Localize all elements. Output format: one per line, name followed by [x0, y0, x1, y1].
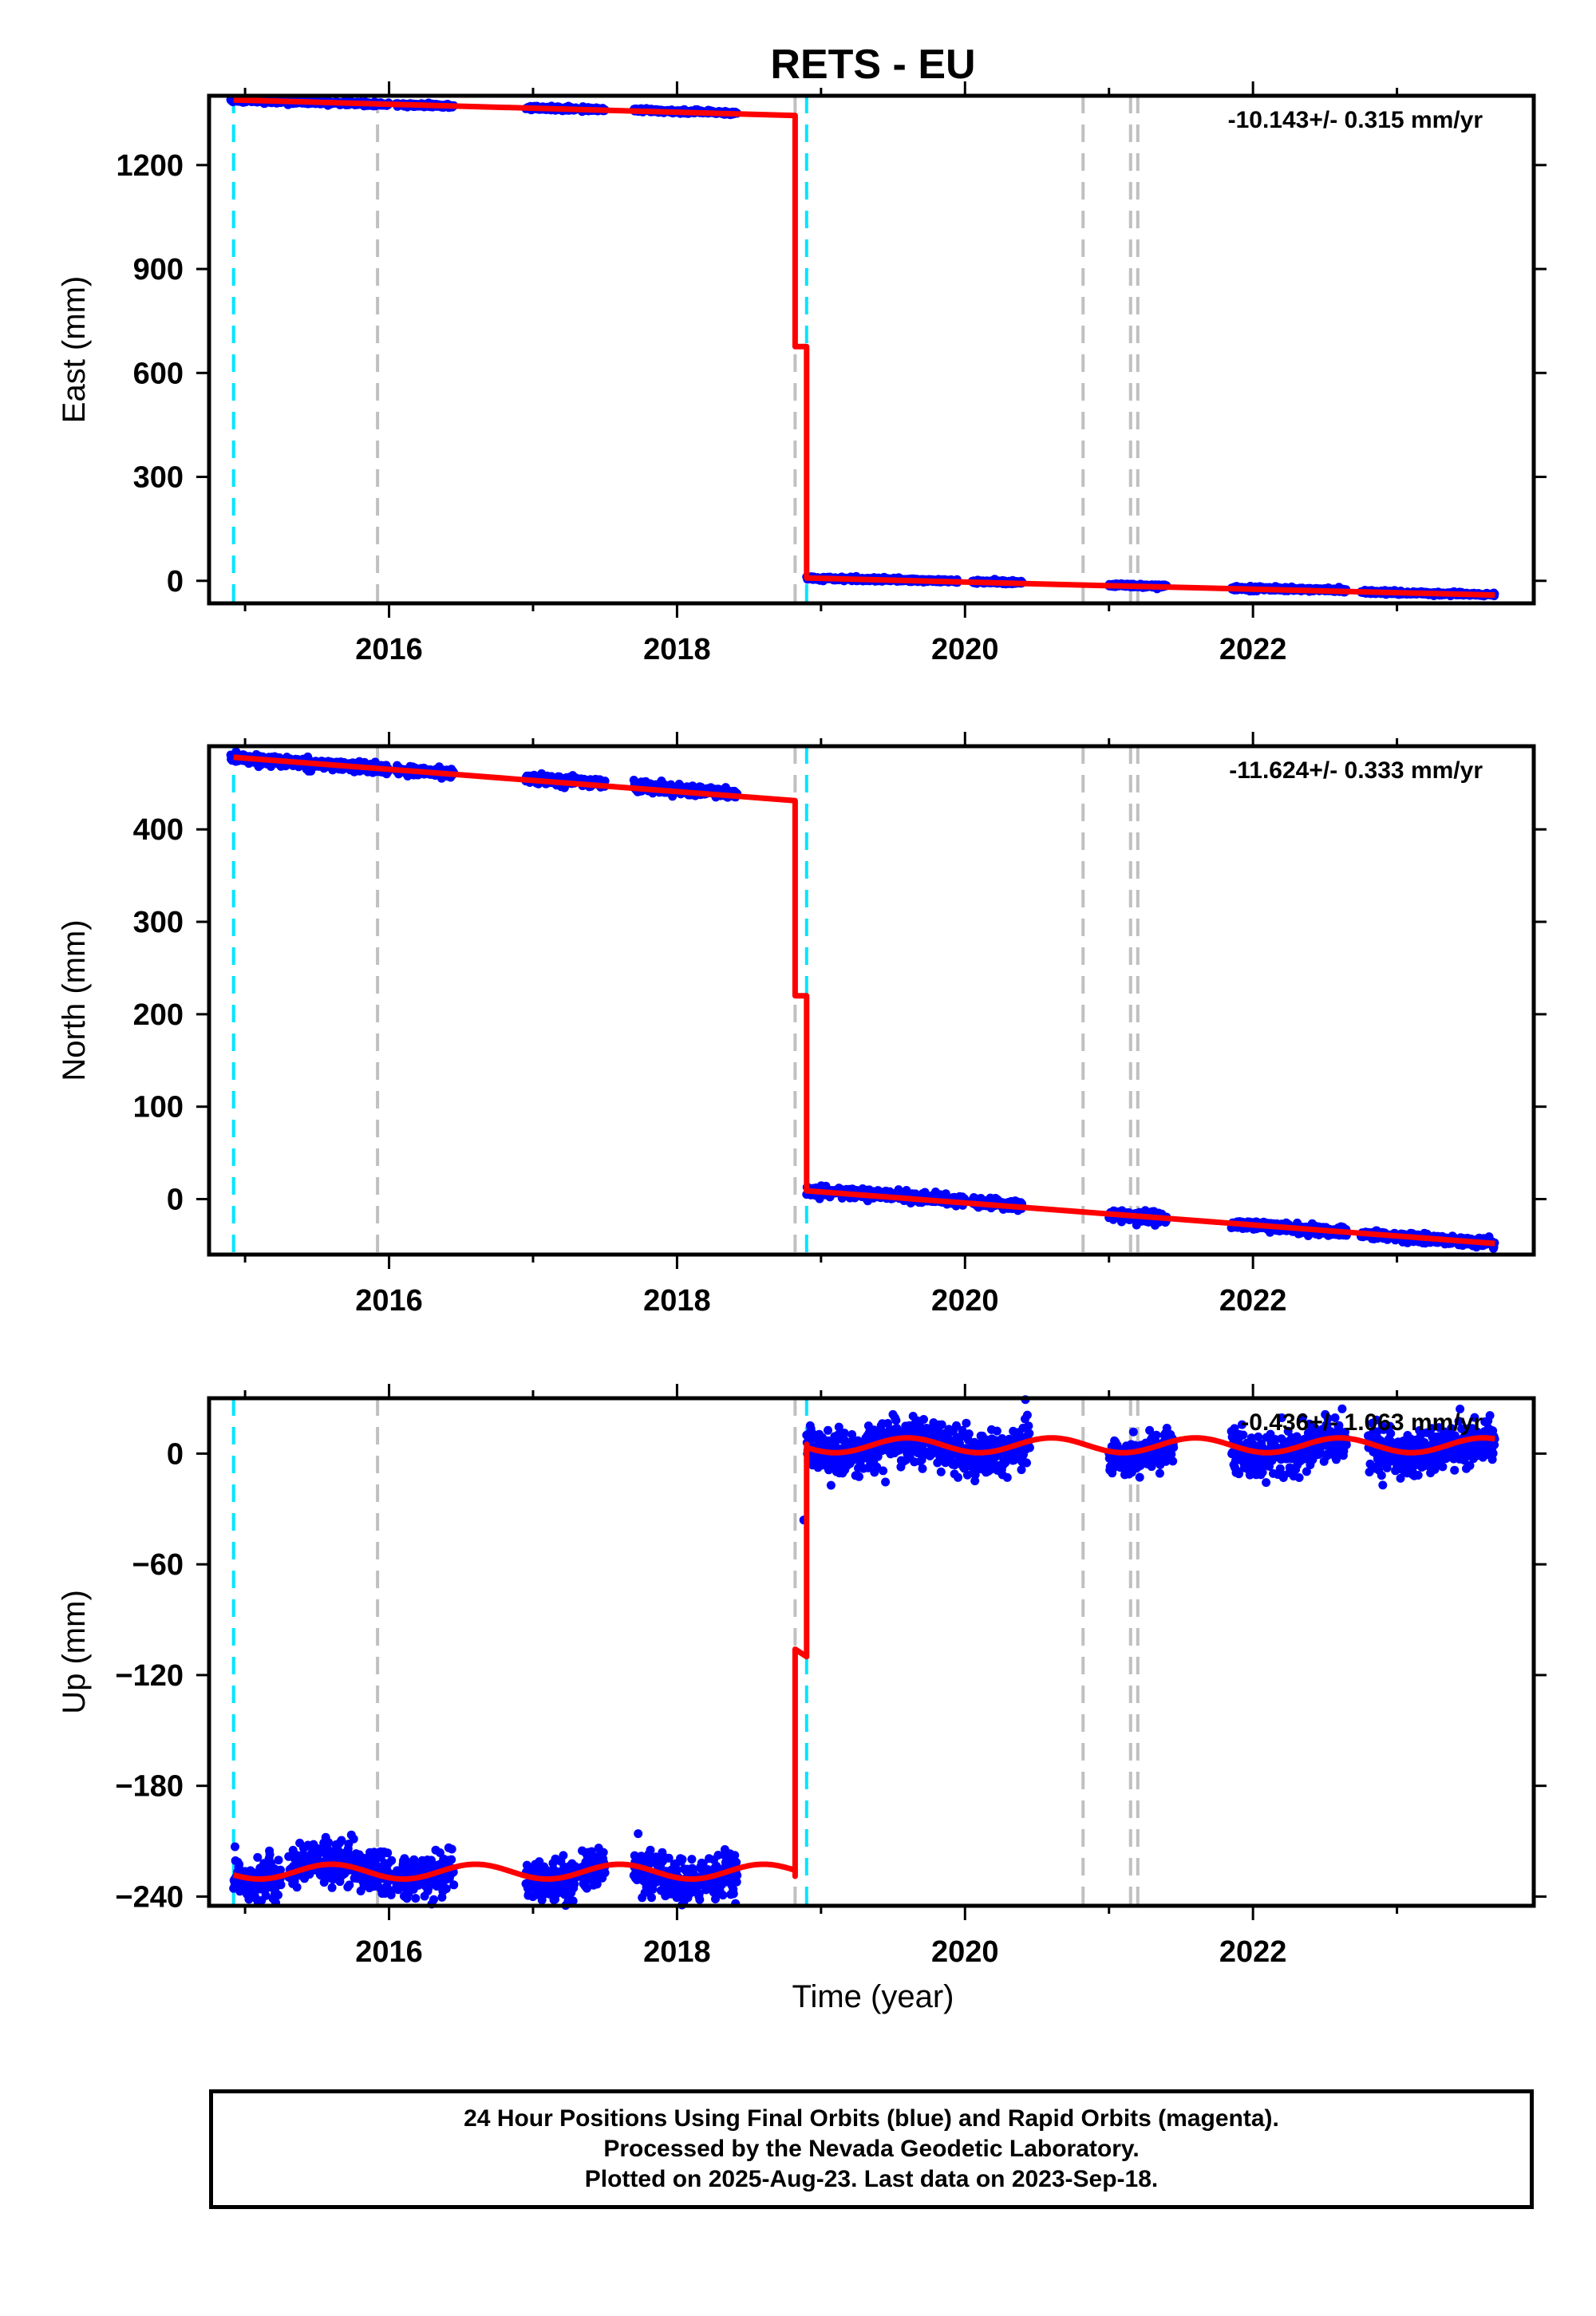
y-tick-label: 0	[167, 1184, 184, 1217]
plot-frame	[207, 744, 1536, 1257]
chart-title: RETS - EU	[770, 41, 975, 88]
y-tick-label: 400	[133, 813, 184, 847]
x-tick-label: 2018	[643, 1284, 711, 1318]
y-tick-label: 0	[167, 565, 184, 599]
y-tick-label: 900	[133, 253, 184, 287]
plot-frame	[207, 93, 1536, 606]
data-point	[276, 1865, 285, 1875]
data-point	[292, 1883, 302, 1892]
panel-east: 2016 2018 2020 2022 0 300 600 900 1200 East (mm) -…	[57, 81, 1547, 666]
model-fit-line	[233, 754, 1495, 1247]
x-axis-label: Time (year)	[792, 1979, 954, 2014]
y-tick-label: 300	[133, 906, 184, 939]
y-tick-label: 100	[133, 1091, 184, 1124]
data-point	[345, 1880, 354, 1890]
data-point	[253, 1852, 263, 1862]
panel-north: 2016 2018 2020 2022 0 100 200 300 400 North (mm) -…	[57, 732, 1547, 1318]
y-tick-label: 300	[133, 461, 184, 495]
data-point	[324, 1838, 334, 1848]
data-point	[235, 1860, 244, 1869]
y-axis-label: East (mm)	[57, 276, 92, 423]
x-tick-label: 2016	[355, 633, 423, 666]
velocity-rate-label: -10.143+/- 0.315 mm/yr	[1228, 107, 1483, 133]
x-tick-label: 2022	[1219, 1284, 1287, 1318]
velocity-rate-label: -11.624+/- 0.333 mm/yr	[1229, 757, 1483, 784]
x-tick-label: 2020	[931, 1284, 999, 1318]
y-tick-label: 200	[133, 998, 184, 1032]
model-fit-line	[233, 97, 1495, 599]
x-tick-label: 2022	[1219, 633, 1287, 666]
data-point	[274, 1856, 283, 1865]
data-point	[274, 1891, 282, 1899]
x-tick-label: 2016	[355, 1284, 423, 1318]
x-tick-label: 2020	[931, 633, 999, 666]
data-point	[276, 1880, 286, 1890]
data-point	[327, 1883, 337, 1892]
data-point	[261, 1891, 271, 1900]
y-axis-label: North (mm)	[57, 919, 92, 1081]
x-tick-label: 2018	[643, 633, 711, 666]
data-point	[265, 1850, 275, 1860]
y-tick-label: 600	[133, 357, 184, 390]
data-point	[337, 1836, 346, 1845]
y-tick-label: 1200	[116, 149, 184, 183]
